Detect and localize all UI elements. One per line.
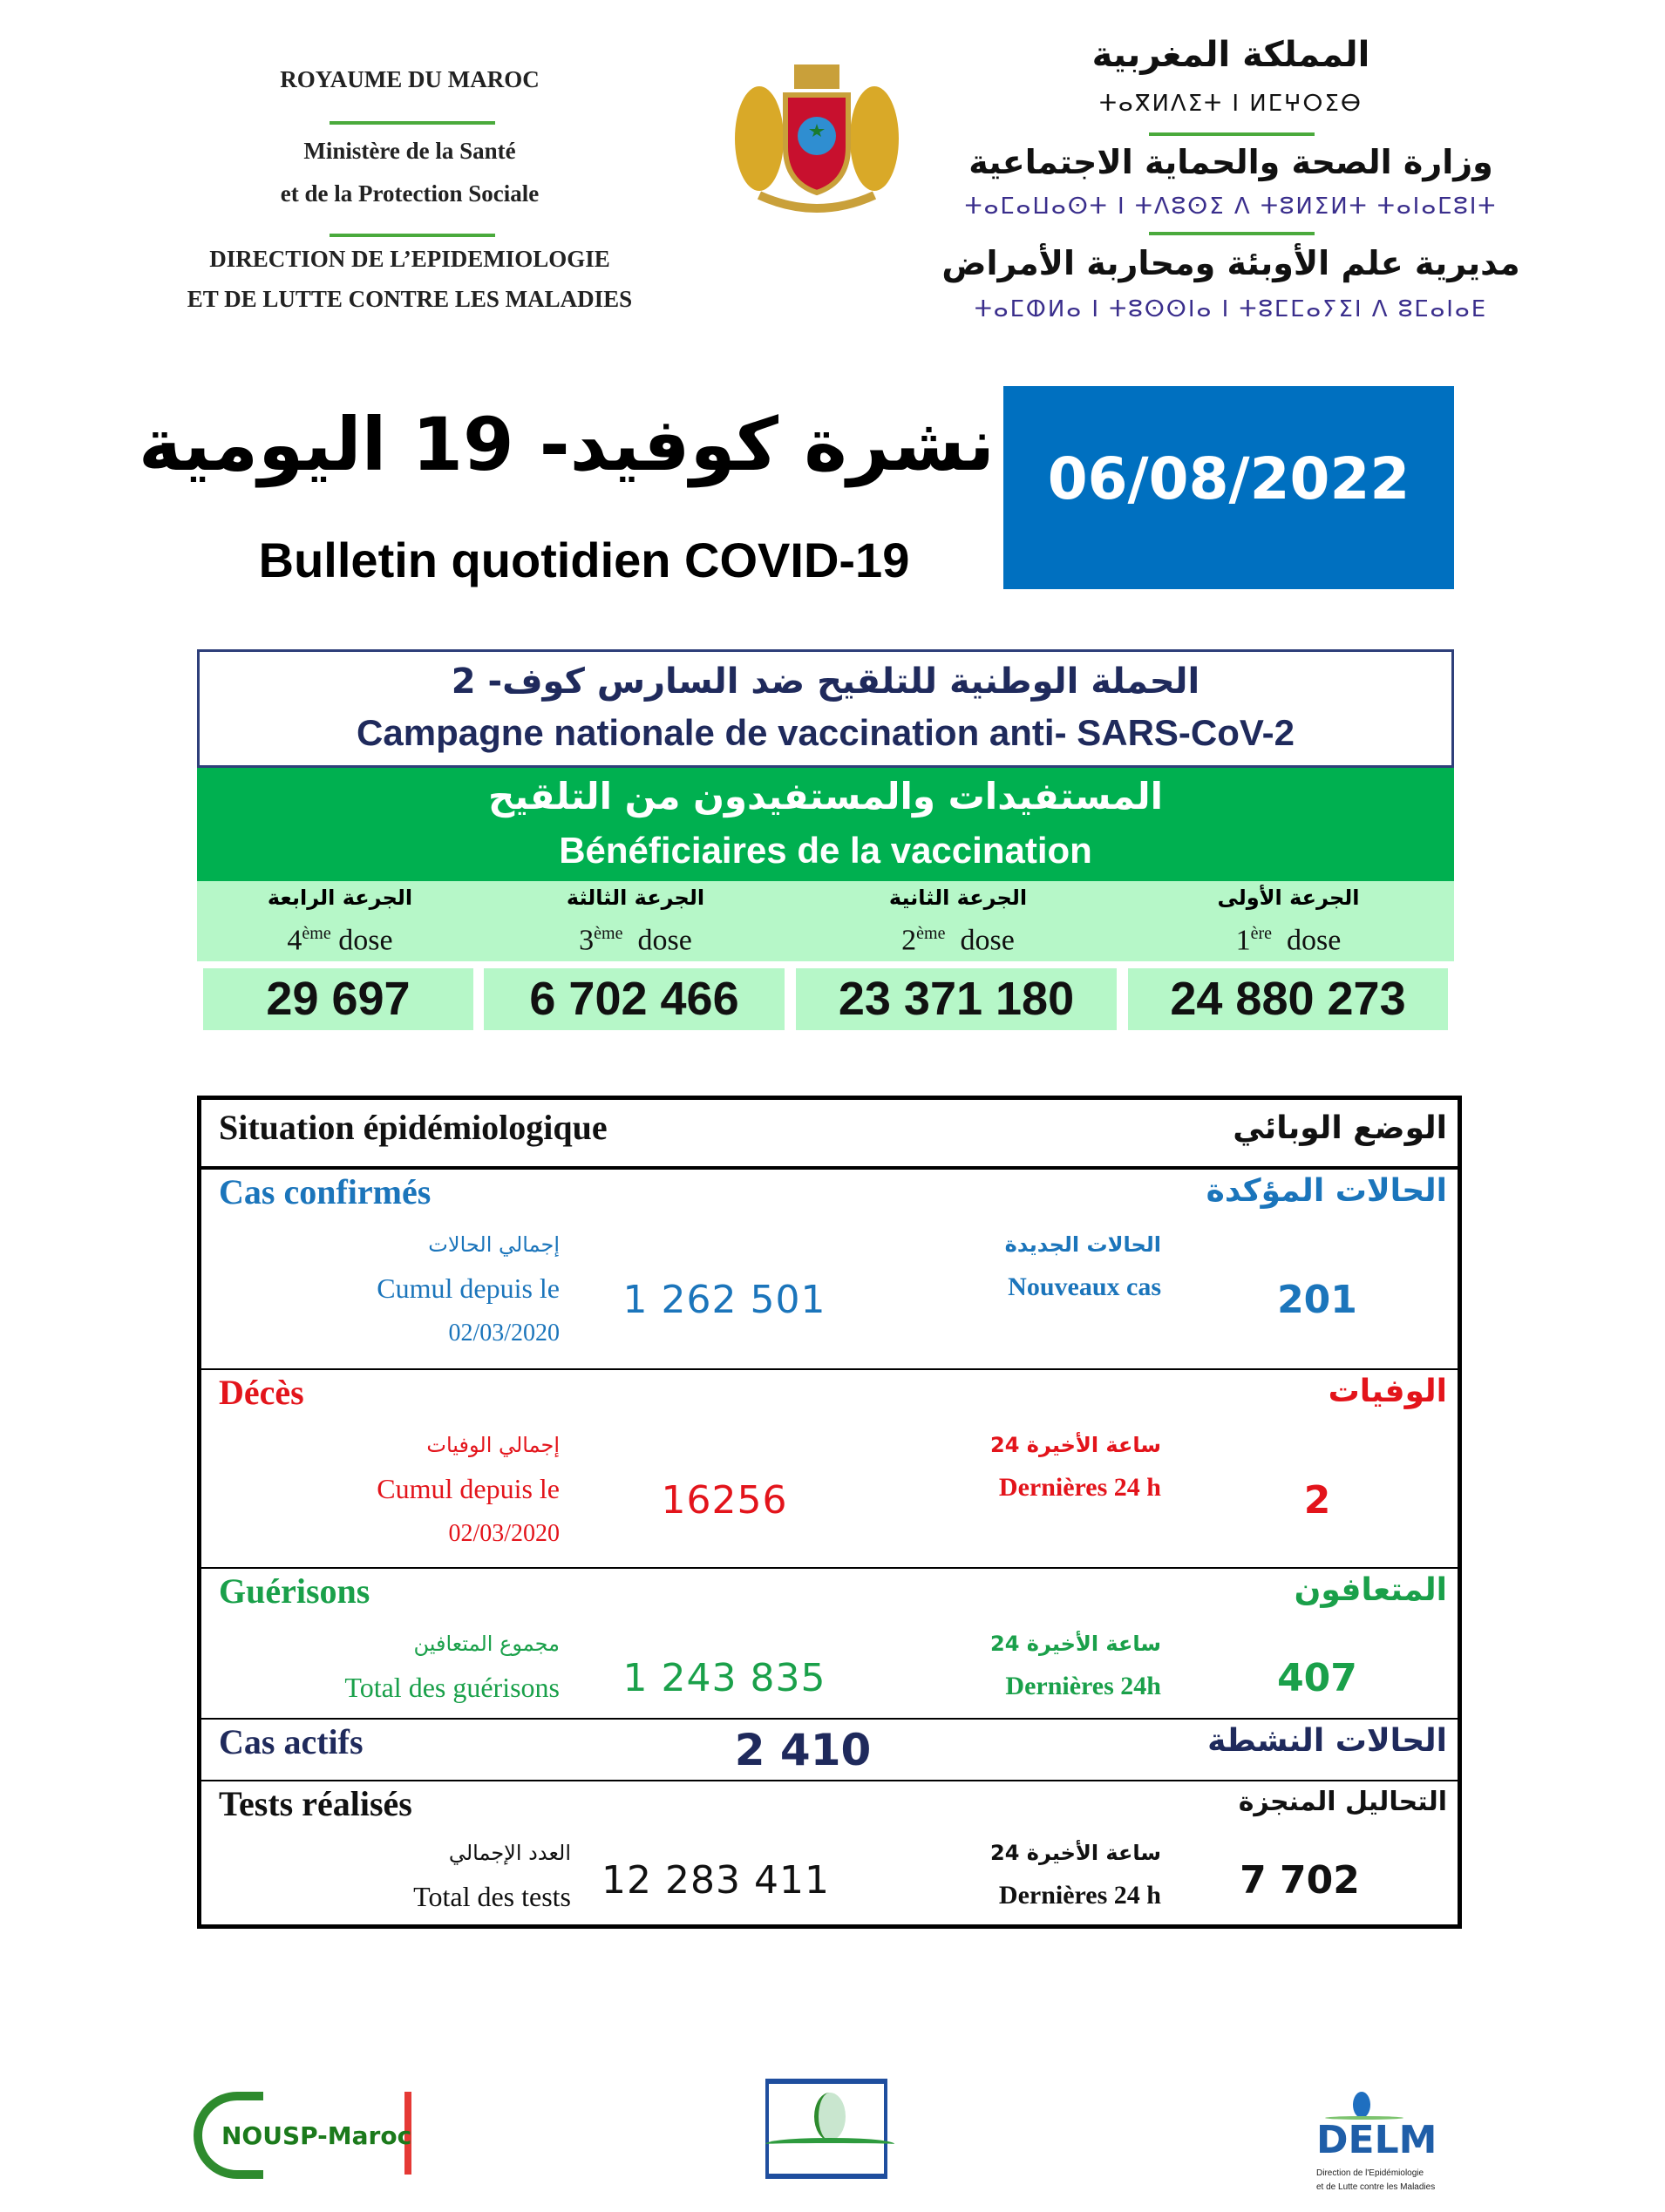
situation-title-fr: Situation épidémiologique <box>219 1108 608 1147</box>
dose-2-label: 2ème dose <box>901 924 1015 957</box>
tests-title-fr: Tests réalisés <box>219 1784 412 1823</box>
dose-2-value: 23 371 180 <box>796 968 1117 1030</box>
recovered-new-ar: 24 ساعة الأخيرة <box>990 1632 1161 1656</box>
situation-title-ar: الوضع الوبائي <box>1233 1110 1447 1146</box>
coat-of-arms-emblem <box>724 56 909 217</box>
recovered-new-fr: Dernières 24h <box>1005 1672 1161 1700</box>
dose-4-label-ar: الجرعة الرابعة <box>267 885 413 910</box>
confirmed-new-value: 201 <box>1277 1278 1357 1322</box>
divider <box>1149 132 1315 136</box>
confirmed-new-fr: Nouveaux cas <box>1008 1272 1161 1301</box>
divider <box>1149 232 1315 235</box>
confirmed-title-ar: الحالات المؤكدة <box>1206 1173 1447 1209</box>
tests-new-ar: 24 ساعة الأخيرة <box>990 1841 1161 1865</box>
dose-1-value: 24 880 273 <box>1128 968 1448 1030</box>
nousp-logo: NOUSP-Maroc <box>194 2092 411 2188</box>
direction-fr-1: DIRECTION DE L’EPIDEMIOLOGIE <box>209 246 610 272</box>
bulletin-title-ar: نشرة كوفيد- 19 اليومية <box>138 402 996 487</box>
confirmed-cum-value: 1 262 501 <box>622 1278 826 1322</box>
recovered-title-fr: Guérisons <box>219 1571 370 1611</box>
ministry-tifinagh: ⵜⴰⵎⴰⵡⴰⵙⵜ ⵏ ⵜⴷⵓⵙⵉ ⴷ ⵜⵓⵍⵉⵍⵜ ⵜⴰⵏⴰⵎⵓⵏⵜ <box>964 193 1498 220</box>
ministry-fr-1: Ministère de la Santé <box>303 138 516 164</box>
deaths-cum-fr: Cumul depuis le <box>377 1473 560 1504</box>
active-row: Cas actifs 2 410 الحالات النشطة <box>201 1718 1458 1780</box>
divider <box>330 121 495 125</box>
beneficiaries-ar: المستفيدات والمستفيدون من التلقيح <box>487 775 1164 818</box>
kingdom-fr: ROYAUME DU MAROC <box>280 66 540 92</box>
recovered-cum-ar: مجموع المتعافين <box>413 1632 560 1656</box>
deaths-row: Décès الوفيات إجمالي الوفيات Cumul depui… <box>201 1368 1458 1567</box>
deaths-new-value: 2 <box>1303 1478 1331 1523</box>
recovered-row: Guérisons المتعافون مجموع المتعافين Tota… <box>201 1567 1458 1718</box>
deaths-cum-value: 16256 <box>661 1478 788 1523</box>
tests-cum-fr: Total des tests <box>413 1881 571 1912</box>
deaths-title-ar: الوفيات <box>1328 1374 1447 1409</box>
doses-header-band <box>197 881 1454 961</box>
situation-header: Situation épidémiologique الوضع الوبائي <box>201 1100 1458 1170</box>
active-value: 2 410 <box>734 1725 872 1775</box>
nousp-logo-text: NOUSP-Maroc <box>221 2121 412 2150</box>
tests-new-fr: Dernières 24 h <box>998 1881 1161 1910</box>
recovered-title-ar: المتعافون <box>1294 1572 1447 1608</box>
deaths-cum-date: 02/03/2020 <box>448 1520 560 1547</box>
deaths-new-fr: Dernières 24 h <box>998 1473 1161 1502</box>
deaths-title-fr: Décès <box>219 1373 304 1412</box>
tests-row: Tests réalisés التحاليل المنجزة العدد ال… <box>201 1780 1458 1924</box>
dose-4-label: 4ème dose <box>287 924 393 957</box>
delm-subtitle-1: Direction de l'Epidémiologie <box>1316 2168 1424 2178</box>
situation-table: Situation épidémiologique الوضع الوبائي … <box>197 1096 1462 1929</box>
active-title-fr: Cas actifs <box>219 1722 364 1761</box>
campaign-title-ar: الحملة الوطنية للتلقيح ضد السارس كوف- 2 <box>451 662 1200 702</box>
tests-new-value: 7 702 <box>1240 1858 1360 1903</box>
confirmed-new-ar: الحالات الجديدة <box>1004 1232 1161 1257</box>
dose-1-label: 1ère dose <box>1235 924 1342 957</box>
active-title-ar: الحالات النشطة <box>1207 1723 1447 1759</box>
dose-4-value: 29 697 <box>203 968 473 1030</box>
recovered-cum-fr: Total des guérisons <box>344 1672 560 1703</box>
direction-tifinagh: ⵜⴰⵎⵀⵍⴰ ⵏ ⵜⵓⵙⵙⵏⴰ ⵏ ⵜⵓⵎⵎⴰⵢⵉⵏ ⴷ ⵓⵎⴰⵏⴰⴹ <box>974 296 1488 322</box>
recovered-cum-value: 1 243 835 <box>622 1656 826 1700</box>
confirmed-cum-ar: إجمالي الحالات <box>428 1232 560 1257</box>
direction-fr-2: ET DE LUTTE CONTRE LES MALADIES <box>187 286 633 312</box>
divider <box>330 234 495 237</box>
direction-ar: مديرية علم الأوبئة ومحاربة الأمراض <box>941 244 1520 282</box>
confirmed-cum-date: 02/03/2020 <box>448 1320 560 1347</box>
ministry-ar: وزارة الصحة والحماية الاجتماعية <box>968 143 1493 181</box>
confirmed-cum-fr: Cumul depuis le <box>377 1272 560 1304</box>
recovered-new-value: 407 <box>1277 1656 1357 1700</box>
delm-logo: DELM Direction de l'Epidémiologie et de … <box>1316 2092 1465 2210</box>
confirmed-row: Cas confirmés الحالات المؤكدة إجمالي الح… <box>201 1170 1458 1368</box>
ministry-logo <box>765 2079 894 2179</box>
bulletin-title-fr: Bulletin quotidien COVID-19 <box>258 533 910 587</box>
tests-cum-ar: العدد الإجمالي <box>448 1841 571 1865</box>
dose-3-value: 6 702 466 <box>484 968 785 1030</box>
dose-1-label-ar: الجرعة الأولى <box>1217 885 1360 910</box>
dose-3-label-ar: الجرعة الثالثة <box>566 885 705 910</box>
confirmed-title-fr: Cas confirmés <box>219 1172 432 1211</box>
dose-3-label: 3ème dose <box>579 924 692 957</box>
deaths-new-ar: 24 ساعة الأخيرة <box>990 1433 1161 1457</box>
campaign-title-fr: Campagne nationale de vaccination anti- … <box>357 712 1295 753</box>
dose-2-label-ar: الجرعة الثانية <box>888 885 1028 910</box>
bulletin-date: 06/08/2022 <box>1047 445 1410 512</box>
kingdom-ar: المملكة المغربية <box>1091 35 1370 75</box>
deaths-cum-ar: إجمالي الوفيات <box>426 1433 560 1457</box>
beneficiaries-band: المستفيدات والمستفيدون من التلقيح Bénéfi… <box>197 768 1454 881</box>
campaign-box: الحملة الوطنية للتلقيح ضد السارس كوف- 2 … <box>197 649 1454 768</box>
beneficiaries-fr: Bénéficiaires de la vaccination <box>559 830 1092 871</box>
tests-cum-value: 12 283 411 <box>601 1858 830 1903</box>
ministry-fr-2: et de la Protection Sociale <box>280 180 540 207</box>
kingdom-tifinagh: ⵜⴰⴳⵍⴷⵉⵜ ⵏ ⵍⵎⵖⵔⵉⴱ <box>1098 91 1363 117</box>
delm-logo-text: DELM <box>1316 2118 1437 2162</box>
tests-title-ar: التحاليل المنجزة <box>1238 1787 1447 1817</box>
delm-subtitle-2: et de Lutte contre les Maladies <box>1316 2182 1436 2192</box>
date-box: 06/08/2022 <box>1003 386 1454 589</box>
